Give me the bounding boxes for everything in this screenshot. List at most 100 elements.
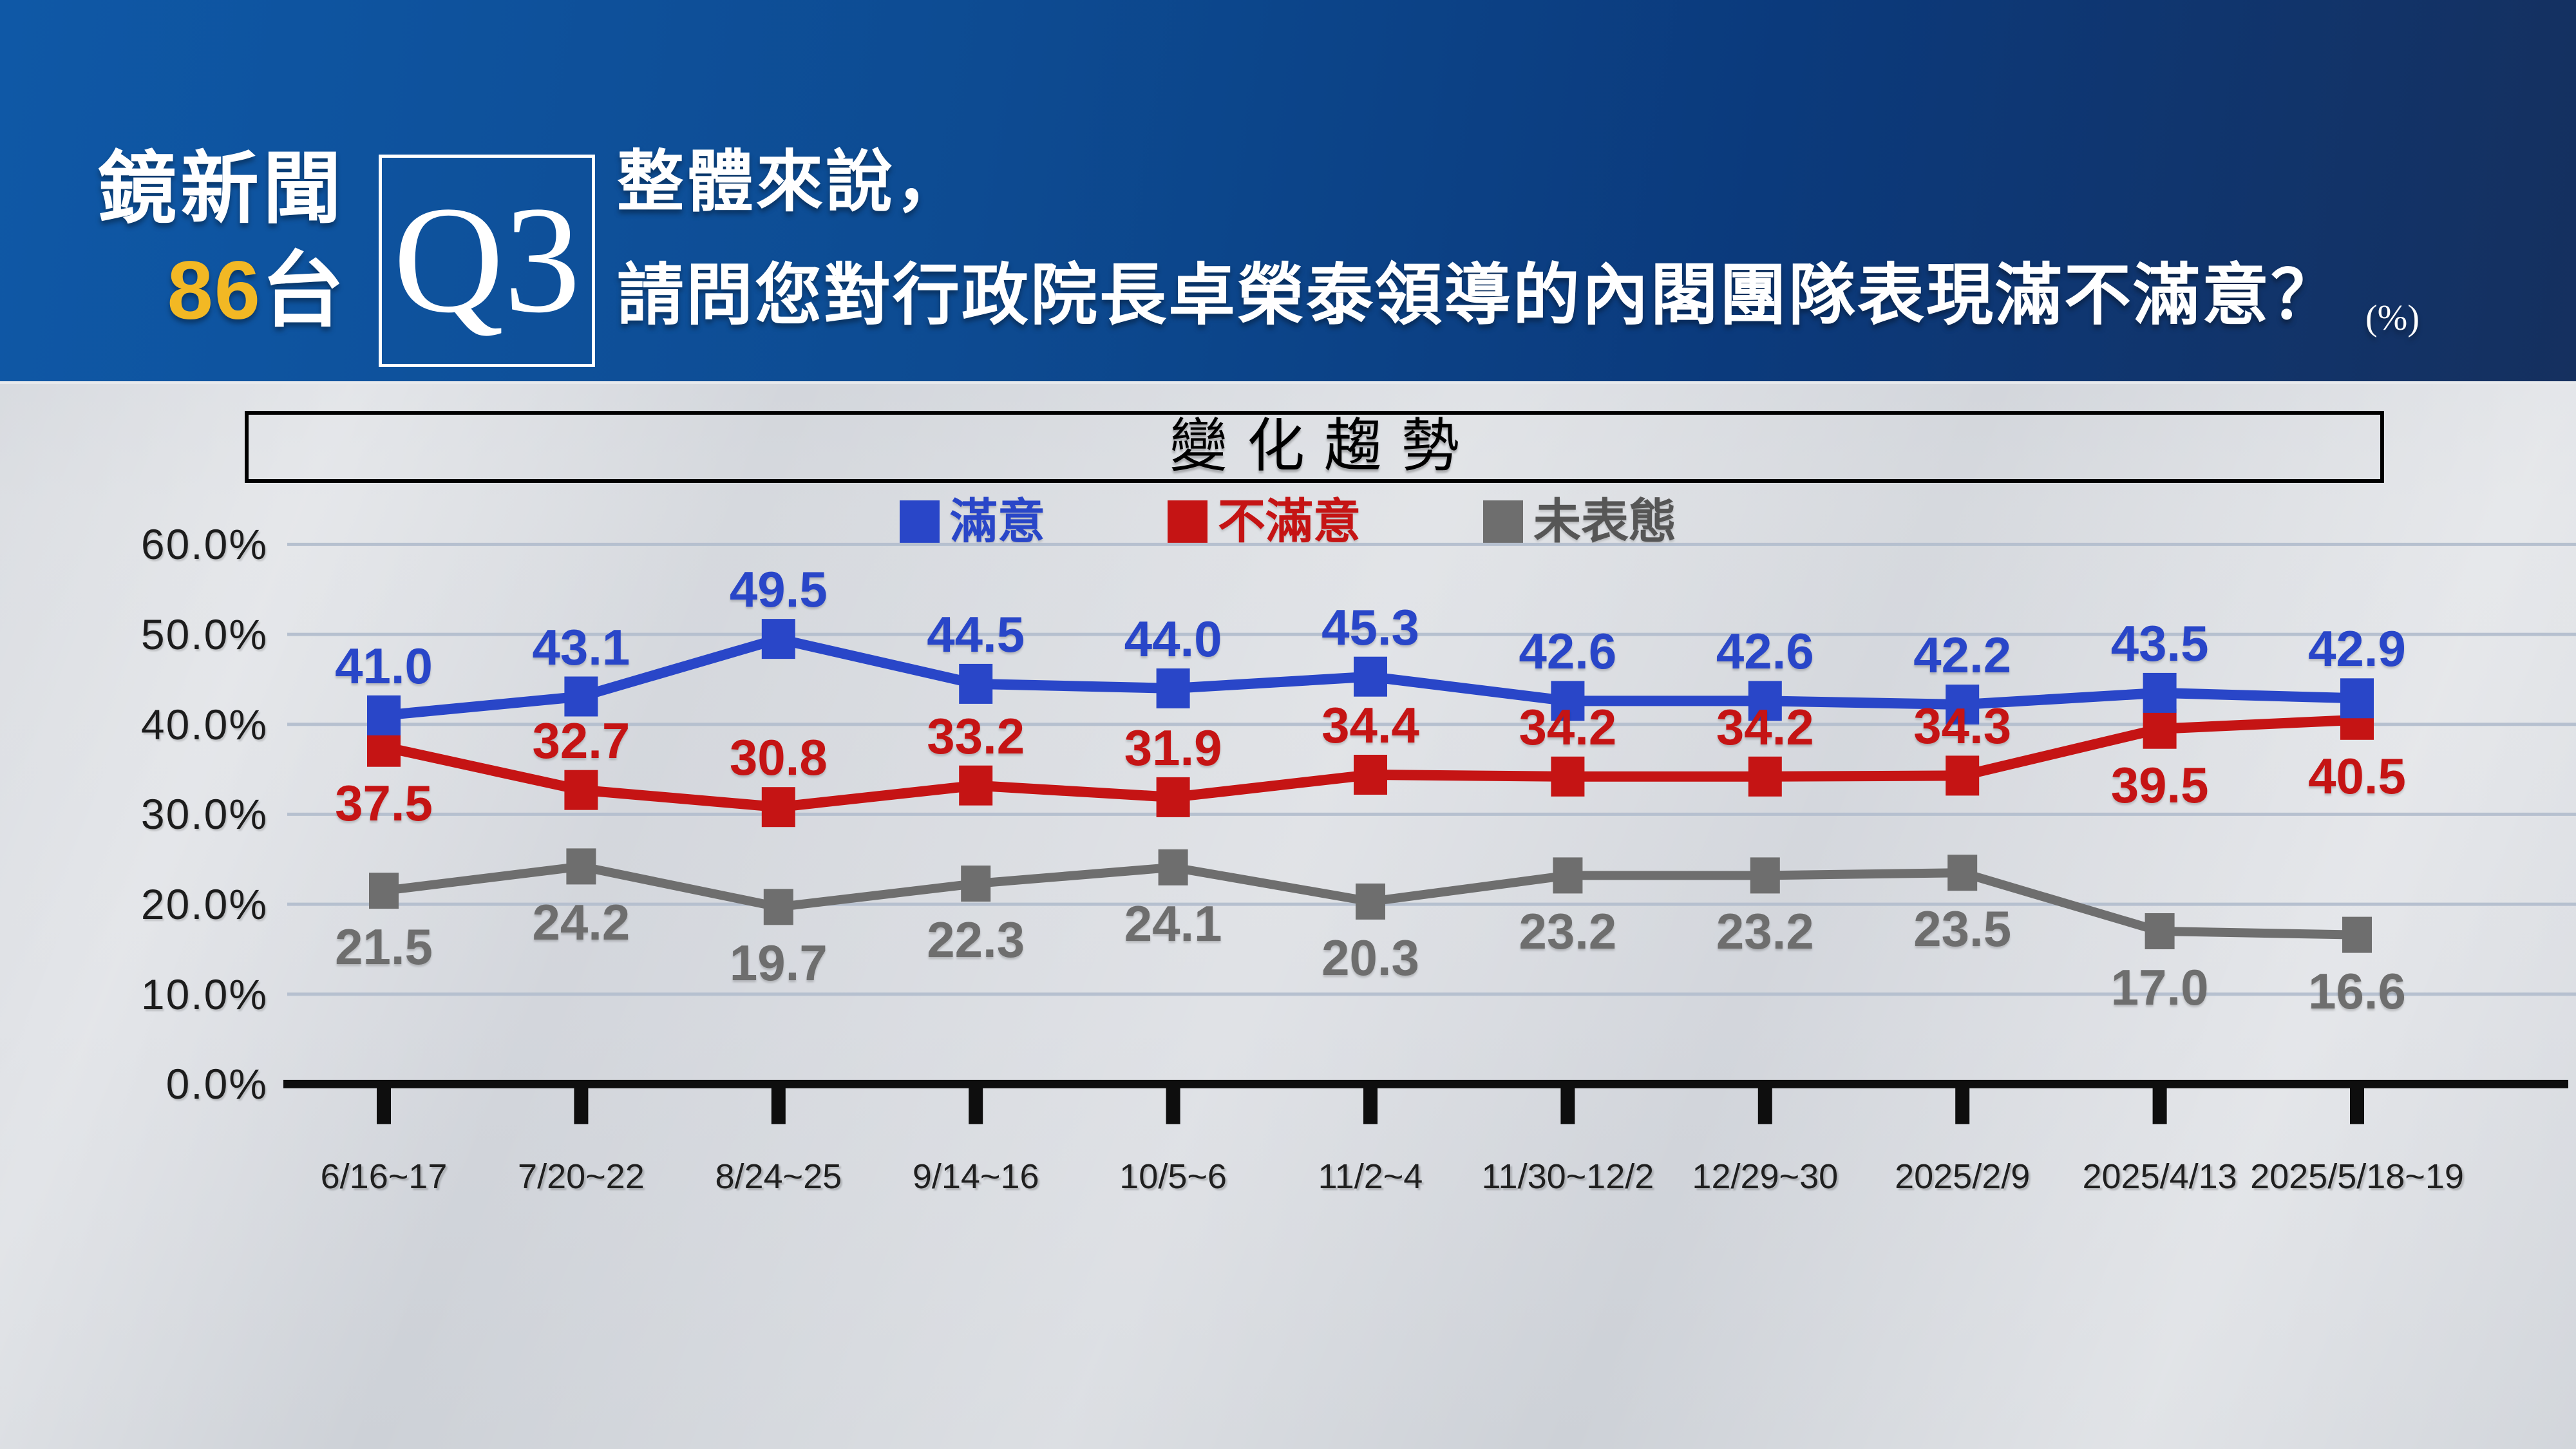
data-point-marker-undecided [1553,857,1583,894]
data-point-marker-satisfied [1156,668,1190,708]
data-label-undecided: 23.2 [1519,903,1617,960]
x-axis-tick-label: 8/24~25 [715,1157,842,1196]
data-label-dissatisfied: 33.2 [927,707,1025,764]
data-label-undecided: 24.2 [532,894,630,951]
data-point-marker-undecided [961,866,991,902]
data-label-satisfied: 41.0 [335,637,433,694]
data-label-dissatisfied: 40.5 [2308,747,2406,804]
data-label-undecided: 22.3 [927,911,1025,968]
x-axis-tick [1757,1084,1772,1124]
y-axis-tick-label: 0.0% [166,1060,268,1108]
data-point-marker-satisfied [1946,685,1980,724]
data-point-marker-undecided [369,873,399,909]
channel-number-line: 86台 [72,250,345,332]
data-label-dissatisfied: 34.2 [1519,698,1617,755]
legend-swatch-undecided [1483,500,1523,543]
data-point-marker-dissatisfied [2143,708,2177,749]
x-axis-tick-label: 10/5~6 [1119,1157,1227,1196]
data-point-marker-undecided [566,848,596,885]
x-axis-tick [1560,1084,1575,1124]
legend-swatch-dissatisfied [1168,500,1208,543]
data-label-satisfied: 42.2 [1913,627,2012,683]
data-label-dissatisfied: 30.8 [729,729,828,786]
legend-label-undecided: 未表態 [1533,495,1676,548]
x-axis-tick-label: 9/14~16 [912,1157,1039,1196]
x-axis-tick-label: 2025/2/9 [1895,1157,2031,1196]
data-point-marker-undecided [1750,857,1780,894]
data-point-marker-satisfied [761,619,795,659]
data-point-marker-satisfied [367,695,401,735]
data-point-marker-dissatisfied [959,765,993,806]
data-label-satisfied: 49.5 [729,561,828,618]
question-badge: Q3 [393,175,581,345]
data-label-satisfied: 42.9 [2308,620,2406,677]
legend-item-dissatisfied: 不滿意 [1168,498,1361,545]
data-point-marker-undecided [763,889,793,925]
y-axis-tick-label: 30.0% [140,790,268,838]
data-label-undecided: 17.0 [2110,959,2209,1016]
channel-suffix: 台 [261,245,345,337]
x-axis-tick-label: 12/29~30 [1692,1157,1839,1196]
y-axis-tick-label: 10.0% [140,970,268,1018]
data-label-undecided: 24.1 [1124,895,1222,952]
data-label-dissatisfied: 32.7 [532,712,630,769]
data-label-undecided: 23.2 [1716,903,1814,960]
data-label-satisfied: 44.0 [1124,610,1222,667]
data-label-satisfied: 43.1 [532,618,630,676]
data-point-marker-satisfied [564,676,598,717]
data-point-marker-dissatisfied [564,770,598,810]
channel-number: 86 [167,245,261,337]
data-label-satisfied: 44.5 [927,605,1025,663]
x-axis-tick-label: 2025/5/18~19 [2250,1157,2464,1196]
channel-logo: 鏡新聞 86台 [72,149,345,332]
data-label-dissatisfied: 34.3 [1913,697,2012,755]
chart-title: 變化趨勢 [1170,415,1479,478]
data-point-marker-satisfied [1354,656,1387,697]
question-line2-text: 請問您對行政院長卓榮泰領導的內閣團隊表現滿不滿意？ [617,259,2340,333]
x-axis-tick [377,1084,391,1124]
data-point-marker-undecided [1158,849,1188,886]
x-axis-tick [2350,1084,2364,1124]
data-point-marker-dissatisfied [1946,755,1980,796]
chart-title-box: 變化趨勢 [245,411,2384,483]
data-point-marker-satisfied [1551,681,1585,721]
legend-item-undecided: 未表態 [1483,498,1676,545]
legend: 滿意 不滿意 未表態 [0,492,2576,551]
data-label-undecided: 19.7 [729,934,828,992]
x-axis-tick [1363,1084,1378,1124]
percent-unit-note: (%) [2365,298,2420,338]
legend-swatch-satisfied [900,500,940,543]
y-axis-tick-label: 20.0% [140,880,268,929]
data-point-marker-undecided [1356,883,1385,920]
x-axis-tick-label: 2025/4/13 [2082,1157,2237,1196]
data-point-marker-dissatisfied [1748,756,1782,797]
x-axis-tick [1166,1084,1180,1124]
data-label-dissatisfied: 34.4 [1321,697,1419,753]
data-point-marker-satisfied [1748,681,1782,721]
header-banner: 鏡新聞 86台 Q3 整體來說， 請問您對行政院長卓榮泰領導的內閣團隊表現滿不滿… [0,0,2576,384]
data-label-undecided: 21.5 [335,918,433,976]
data-point-marker-dissatisfied [1156,777,1190,817]
data-label-dissatisfied: 39.5 [2110,756,2209,813]
data-label-undecided: 20.3 [1321,929,1419,986]
data-point-marker-satisfied [2143,672,2177,713]
data-label-satisfied: 45.3 [1321,598,1419,656]
x-axis-tick [771,1084,786,1124]
x-axis-tick [969,1084,983,1124]
x-axis-tick [1955,1084,1970,1124]
legend-label-satisfied: 滿意 [950,495,1045,548]
question-line1: 整體來說， [617,146,965,220]
data-label-satisfied: 42.6 [1519,623,1617,680]
question-line2: 請問您對行政院長卓榮泰領導的內閣團隊表現滿不滿意？ (%) [617,263,2549,338]
data-point-marker-dissatisfied [1354,755,1387,795]
data-label-satisfied: 42.6 [1716,623,1814,680]
data-point-marker-satisfied [959,663,993,704]
y-axis-tick-label: 60.0% [140,520,268,569]
x-axis-tick [574,1084,589,1124]
data-point-marker-dissatisfied [761,787,795,828]
data-point-marker-undecided [1947,855,1978,891]
x-axis-tick-label: 11/2~4 [1318,1157,1423,1196]
data-point-marker-undecided [2342,916,2372,953]
